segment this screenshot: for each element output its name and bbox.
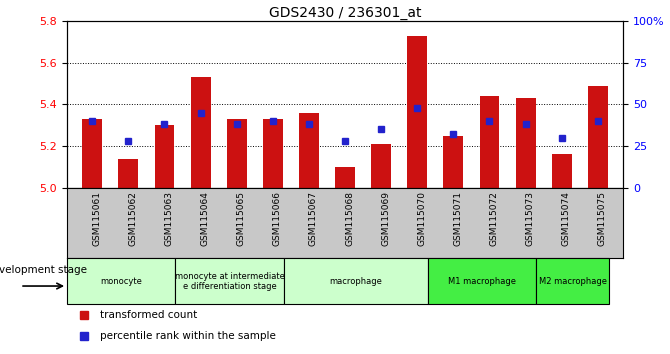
Bar bbox=[444, 136, 464, 188]
Text: GSM115075: GSM115075 bbox=[598, 191, 607, 246]
Text: GSM115064: GSM115064 bbox=[200, 191, 210, 246]
Bar bbox=[226, 119, 247, 188]
Text: monocyte: monocyte bbox=[100, 277, 142, 286]
Bar bbox=[371, 144, 391, 188]
Text: GSM115070: GSM115070 bbox=[417, 191, 426, 246]
Bar bbox=[299, 113, 319, 188]
Text: GSM115071: GSM115071 bbox=[454, 191, 462, 246]
Bar bbox=[588, 86, 608, 188]
Text: GSM115063: GSM115063 bbox=[165, 191, 174, 246]
Bar bbox=[552, 154, 572, 188]
Bar bbox=[537, 258, 608, 304]
Text: GSM115072: GSM115072 bbox=[490, 191, 498, 246]
Bar bbox=[67, 258, 176, 304]
Text: development stage: development stage bbox=[0, 265, 87, 275]
Text: macrophage: macrophage bbox=[330, 277, 383, 286]
Text: GSM115066: GSM115066 bbox=[273, 191, 282, 246]
Bar bbox=[516, 98, 535, 188]
Bar bbox=[263, 119, 283, 188]
Bar bbox=[428, 258, 537, 304]
Bar bbox=[82, 119, 103, 188]
Text: GSM115065: GSM115065 bbox=[237, 191, 246, 246]
Text: percentile rank within the sample: percentile rank within the sample bbox=[100, 331, 276, 341]
Text: M1 macrophage: M1 macrophage bbox=[448, 277, 517, 286]
Text: transformed count: transformed count bbox=[100, 310, 198, 320]
Bar bbox=[176, 258, 283, 304]
Bar bbox=[335, 167, 355, 188]
Text: GSM115067: GSM115067 bbox=[309, 191, 318, 246]
Text: GSM115062: GSM115062 bbox=[129, 191, 137, 246]
Text: GSM115061: GSM115061 bbox=[92, 191, 101, 246]
Bar bbox=[407, 36, 427, 188]
Bar bbox=[119, 159, 138, 188]
Text: GSM115074: GSM115074 bbox=[561, 191, 571, 246]
Text: monocyte at intermediate
e differentiation stage: monocyte at intermediate e differentiati… bbox=[175, 272, 285, 291]
Bar bbox=[155, 125, 174, 188]
Bar bbox=[480, 96, 499, 188]
Text: GSM115069: GSM115069 bbox=[381, 191, 390, 246]
Bar bbox=[283, 258, 428, 304]
Title: GDS2430 / 236301_at: GDS2430 / 236301_at bbox=[269, 6, 421, 20]
Text: GSM115068: GSM115068 bbox=[345, 191, 354, 246]
Bar bbox=[191, 78, 210, 188]
Text: GSM115073: GSM115073 bbox=[525, 191, 535, 246]
Text: M2 macrophage: M2 macrophage bbox=[539, 277, 606, 286]
